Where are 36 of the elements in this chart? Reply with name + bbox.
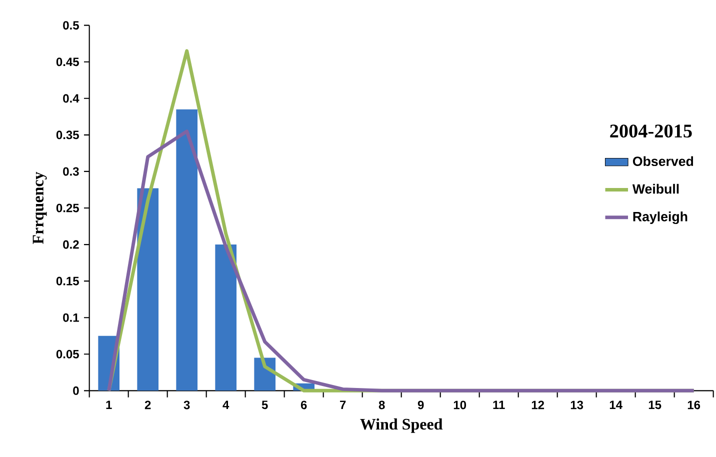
- y-tick-label: 0.25: [56, 204, 79, 212]
- x-tick-label: 14: [610, 400, 622, 409]
- x-tick-label: 15: [648, 400, 662, 409]
- y-tick-label: 0.35: [56, 130, 79, 140]
- x-axis-title: Wind Speed: [360, 418, 443, 433]
- y-tick-label: 0.2: [63, 240, 79, 249]
- bar: [176, 109, 198, 391]
- y-axis-title: Frrquency: [32, 172, 47, 244]
- y-tick-label: 0.15: [56, 276, 79, 286]
- x-tick-label: 7: [340, 400, 346, 409]
- x-tick-label: 12: [532, 400, 544, 409]
- x-tick-label: 11: [493, 400, 505, 409]
- x-tick-label: 6: [300, 400, 307, 410]
- x-tick-label: 1: [106, 400, 112, 409]
- y-tick-label: 0.3: [63, 167, 79, 176]
- legend-label: Observed: [632, 156, 694, 166]
- y-tick-label: 0: [73, 386, 79, 395]
- y-tick-label: 0.05: [56, 350, 79, 358]
- x-tick-label: 13: [570, 400, 584, 410]
- x-tick-label: 2: [144, 400, 151, 409]
- y-tick-label: 0.1: [63, 313, 79, 322]
- bar: [215, 244, 237, 391]
- x-tick-label: 8: [378, 400, 385, 410]
- legend-label: Weibull: [632, 184, 679, 194]
- x-tick-label: 5: [262, 400, 268, 409]
- legend-label: Rayleigh: [633, 211, 688, 224]
- bar: [137, 188, 159, 391]
- y-tick-label: 0.4: [63, 94, 80, 102]
- x-tick-label: 3: [184, 400, 190, 410]
- legend-title: 2004-2015: [610, 124, 692, 138]
- y-tick-label: 0.45: [56, 57, 79, 66]
- y-tick-label: 0.5: [63, 20, 79, 30]
- x-tick-label: 10: [454, 400, 466, 410]
- x-tick-label: 16: [688, 400, 700, 410]
- x-tick-label: 9: [418, 400, 424, 410]
- x-tick-label: 4: [222, 400, 230, 409]
